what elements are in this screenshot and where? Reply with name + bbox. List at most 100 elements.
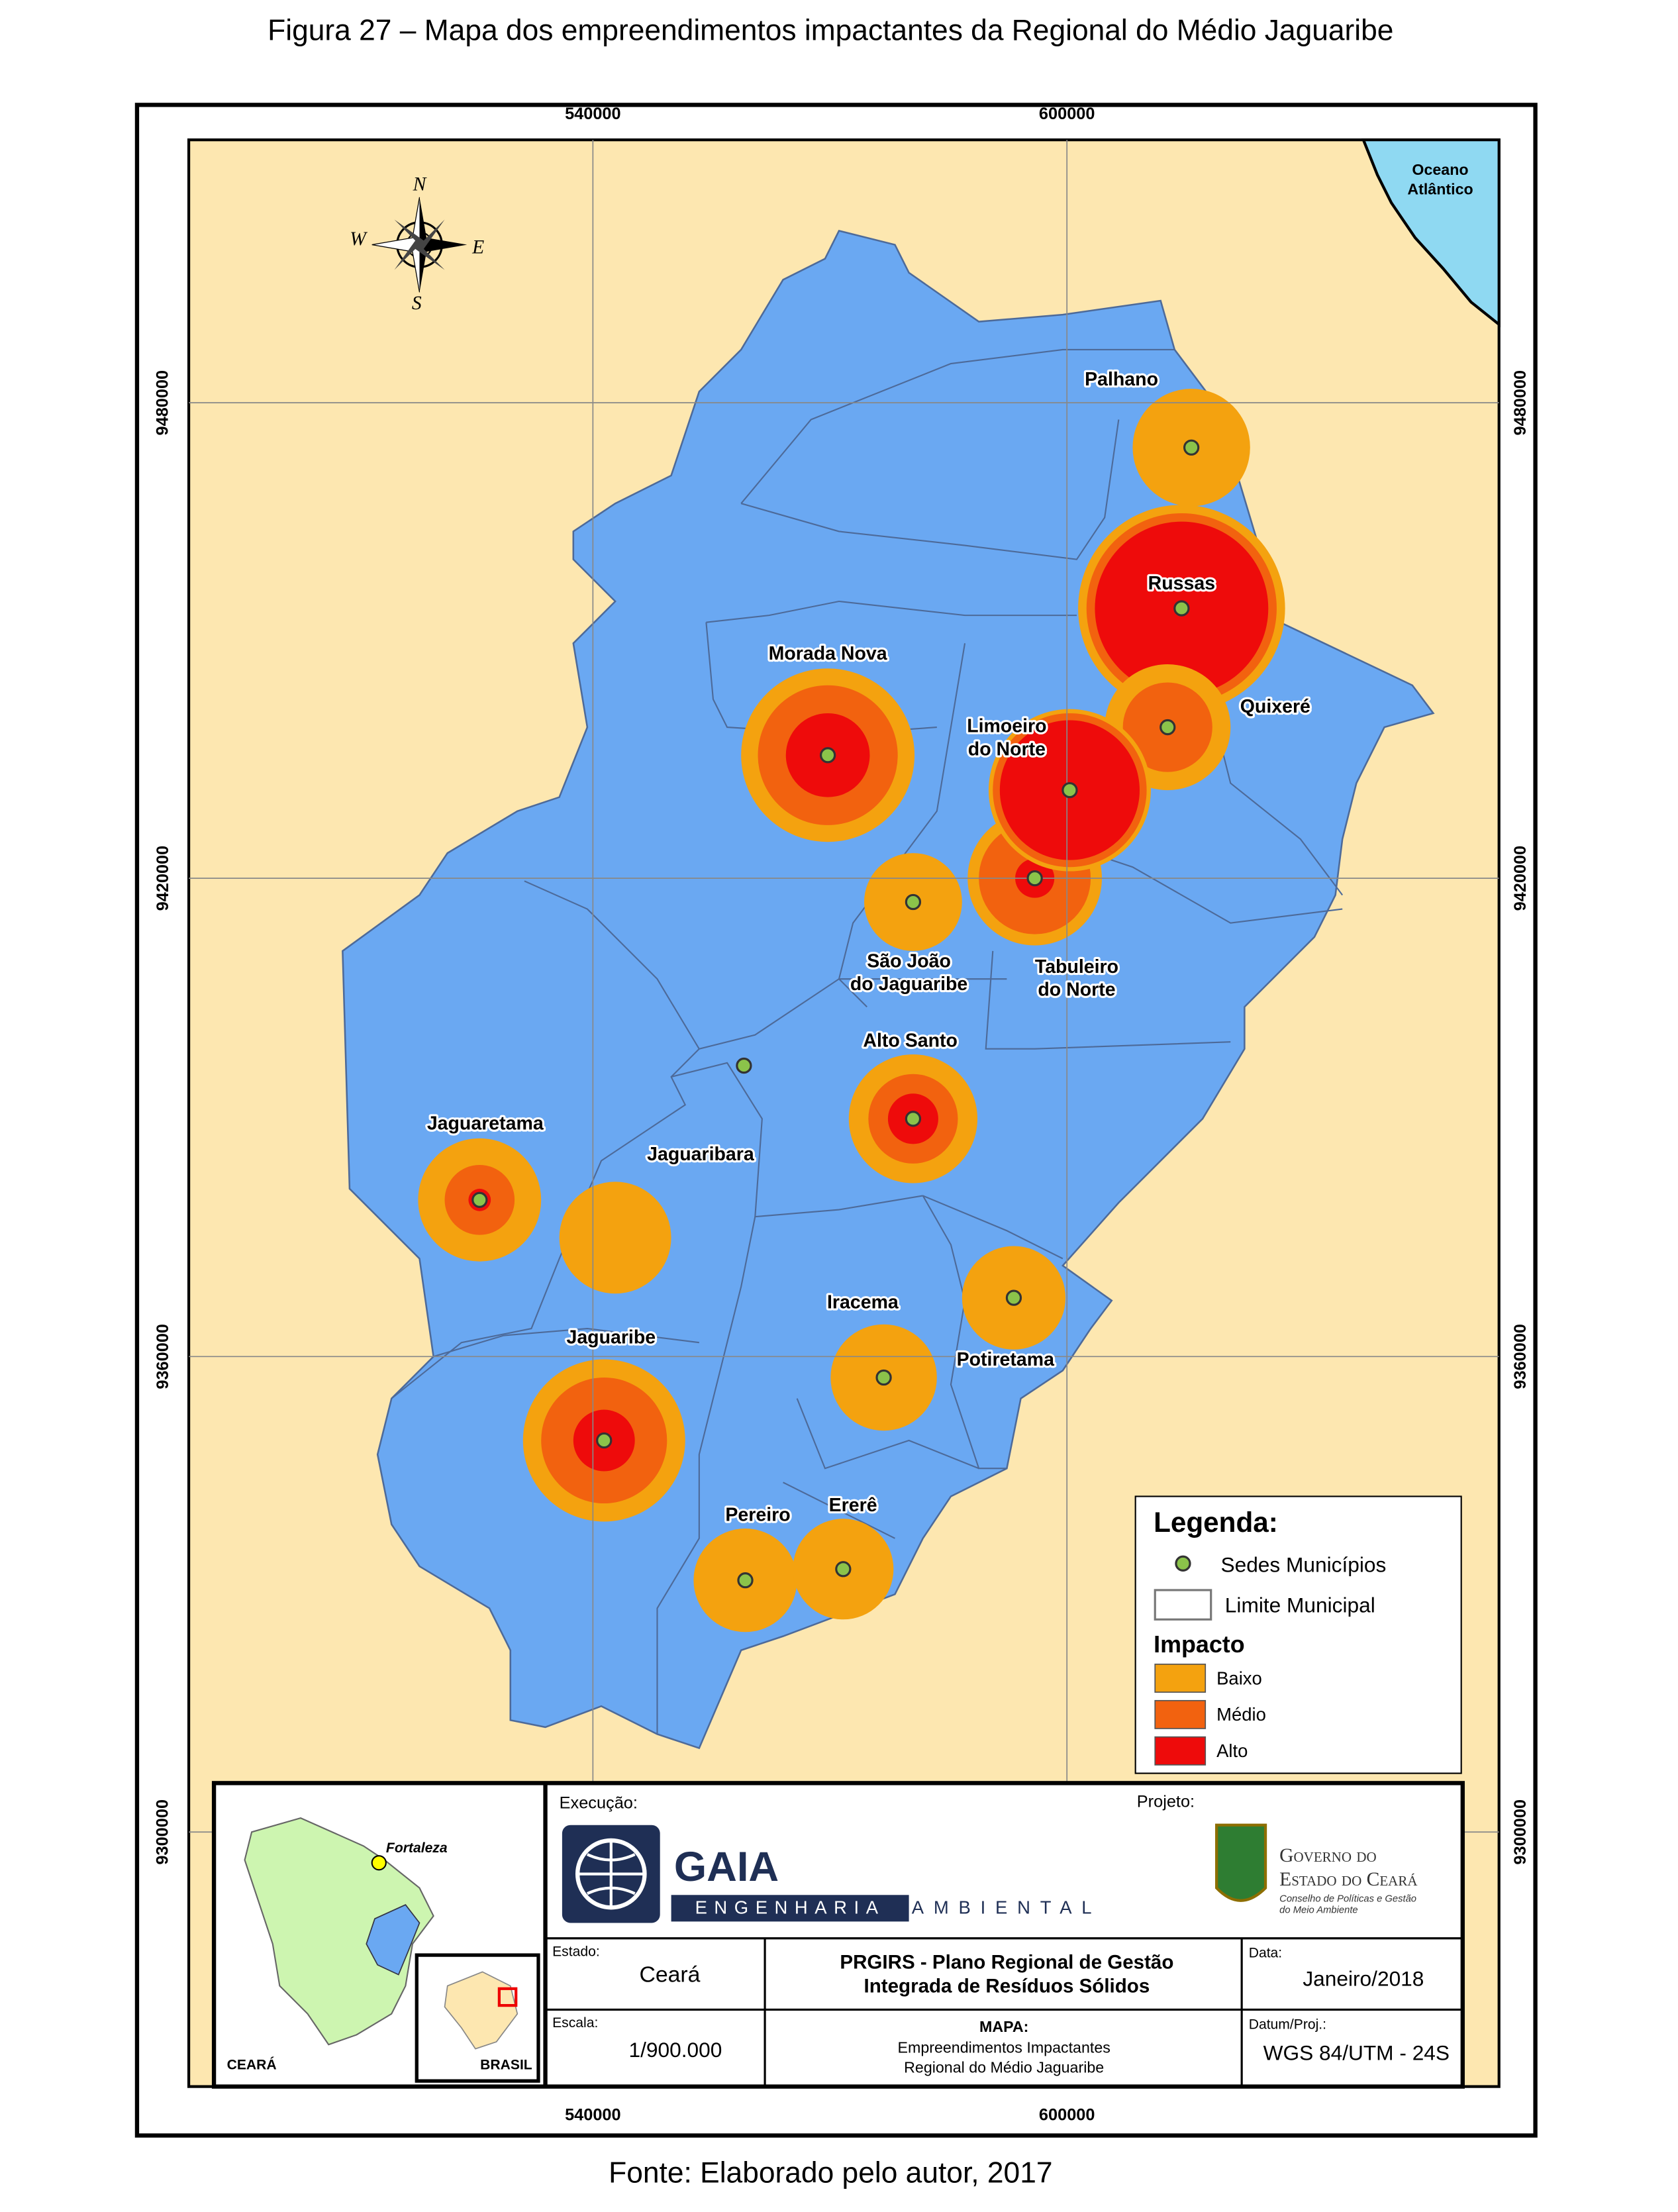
cell-value: 1/900.000 (629, 2038, 722, 2062)
inset-label: BRASIL (480, 2057, 532, 2072)
grid-y-label: 9480000 (1511, 370, 1530, 436)
place-label: Pereiro (725, 1505, 790, 1526)
seat-symbol (1160, 719, 1176, 736)
grid-y-label: 9420000 (1511, 846, 1530, 911)
legend-swatches (1154, 1664, 1207, 1766)
seat-symbol (905, 893, 922, 911)
government: do Meio Ambiente (1279, 1905, 1357, 1915)
seats (471, 439, 1200, 1589)
place-label: Jaguaribara (647, 1144, 755, 1165)
impact-buffer (559, 1181, 671, 1294)
grid-x-label: 540000 (565, 105, 621, 123)
seat-symbol (835, 1561, 852, 1578)
legend-subtitle: Impacto (1154, 1631, 1245, 1658)
grid-x-label: 600000 (1039, 2106, 1095, 2125)
place-label: Potiretama (957, 1349, 1055, 1370)
grid-y-label: 9360000 (154, 1324, 172, 1389)
government: Estado do Ceará (1279, 1869, 1418, 1890)
cell-value: Ceará (640, 1962, 701, 1987)
ocean (1361, 138, 1501, 328)
brasil-highlight (497, 1987, 518, 2007)
legend-title: Legenda: (1154, 1507, 1278, 1538)
texts: Figura 27 – Mapa dos empreendimentos imp… (154, 14, 1530, 2189)
block-label: Execução: (560, 1794, 638, 1813)
legend-item: Limite Municipal (1225, 1593, 1375, 1617)
cell-value: Regional do Médio Jaguaribe (904, 2058, 1104, 2076)
seat-symbol (471, 1191, 488, 1208)
compass-letter: S (412, 293, 422, 314)
gaia-globe-lines (577, 1840, 645, 1908)
grid-x-label: 600000 (1039, 105, 1095, 123)
cell-label: Estado: (552, 1944, 600, 1959)
cell-label: Escala: (552, 2015, 598, 2031)
compass-letter: E (471, 237, 484, 258)
place-label: Jaguaretama (427, 1113, 544, 1134)
government: Governo do (1279, 1845, 1377, 1866)
cell-label: Data: (1249, 1946, 1282, 1961)
cell-label: MAPA: (979, 2018, 1028, 2035)
source: Fonte: Elaborado pelo autor, 2017 (609, 2156, 1052, 2189)
legend-swatch (1154, 1664, 1207, 1693)
grid-y-label: 9360000 (1511, 1324, 1530, 1389)
grid-y-label: 9480000 (154, 370, 172, 436)
seat-symbol (905, 1111, 922, 1127)
seat-symbol (596, 1432, 613, 1449)
seat-symbol (1026, 870, 1043, 887)
inset-label: Fortaleza (386, 1840, 448, 1856)
place-label: Palhano (1085, 369, 1158, 390)
place-label: Quixeré (1240, 696, 1310, 717)
place-label: Russas (1148, 573, 1215, 594)
legend-item: Alto (1216, 1740, 1248, 1761)
seat-symbol (737, 1572, 754, 1589)
seat-symbol (736, 1057, 752, 1074)
grid (189, 140, 1499, 2087)
ocean-label: Oceano (1412, 161, 1468, 178)
place-label: do Norte (1038, 980, 1115, 1001)
seat-symbol (819, 747, 836, 764)
legend-seat-symbol (1175, 1555, 1191, 1572)
place-label: Limoeiro (967, 716, 1046, 737)
place-label: Iracema (827, 1292, 899, 1313)
cell-value: PRGIRS - Plano Regional de Gestão (840, 1952, 1173, 1974)
cell-value: WGS 84/UTM - 24S (1263, 2040, 1450, 2064)
company-line: ENGENHARIA (695, 1897, 885, 1918)
legend-swatch (1154, 1699, 1207, 1729)
place-label: Tabuleiro (1035, 956, 1118, 978)
municipal-boundaries (391, 348, 1344, 1734)
place-label: Morada Nova (769, 643, 888, 664)
legend-item: Baixo (1216, 1668, 1262, 1688)
region-inset (366, 1904, 420, 1976)
fortaleza-marker (371, 1855, 387, 1871)
seat-symbol (1005, 1289, 1022, 1306)
legend-swatch (1154, 1736, 1207, 1766)
cell-value: Integrada de Resíduos Sólidos (864, 1975, 1150, 1997)
ocean-label: Atlântico (1407, 180, 1473, 197)
legend-item: Sedes Municípios (1220, 1552, 1386, 1576)
seat-symbol (1183, 439, 1200, 456)
company-name: GAIA (674, 1844, 779, 1890)
state-crest (1215, 1823, 1267, 1902)
seat-symbol (875, 1369, 892, 1386)
grid-y-label: 9300000 (1511, 1799, 1530, 1865)
seat-symbol (1173, 600, 1190, 617)
cell-value: Empreendimentos Impactantes (897, 2039, 1110, 2056)
figure-title: Figura 27 – Mapa dos empreendimentos imp… (268, 14, 1393, 46)
gaia-bar (671, 1895, 909, 1922)
place-label: São João (867, 950, 951, 972)
legend-item: Médio (1216, 1704, 1266, 1725)
place-label: Ererê (829, 1495, 877, 1516)
compass-letter: W (350, 228, 368, 250)
place-label: do Jaguaribe (850, 974, 967, 995)
company-line: AMBIENTAL (912, 1897, 1102, 1918)
inset-label: CEARÁ (227, 2057, 277, 2072)
seat-symbol (1061, 781, 1078, 799)
table-lines (545, 1937, 1463, 2087)
place-label: Jaguaribe (566, 1327, 656, 1348)
grid-x-label: 540000 (565, 2106, 621, 2125)
compass-letter: N (413, 174, 428, 195)
grid-y-label: 9300000 (154, 1799, 172, 1865)
cell-value: Janeiro/2018 (1303, 1966, 1424, 1990)
